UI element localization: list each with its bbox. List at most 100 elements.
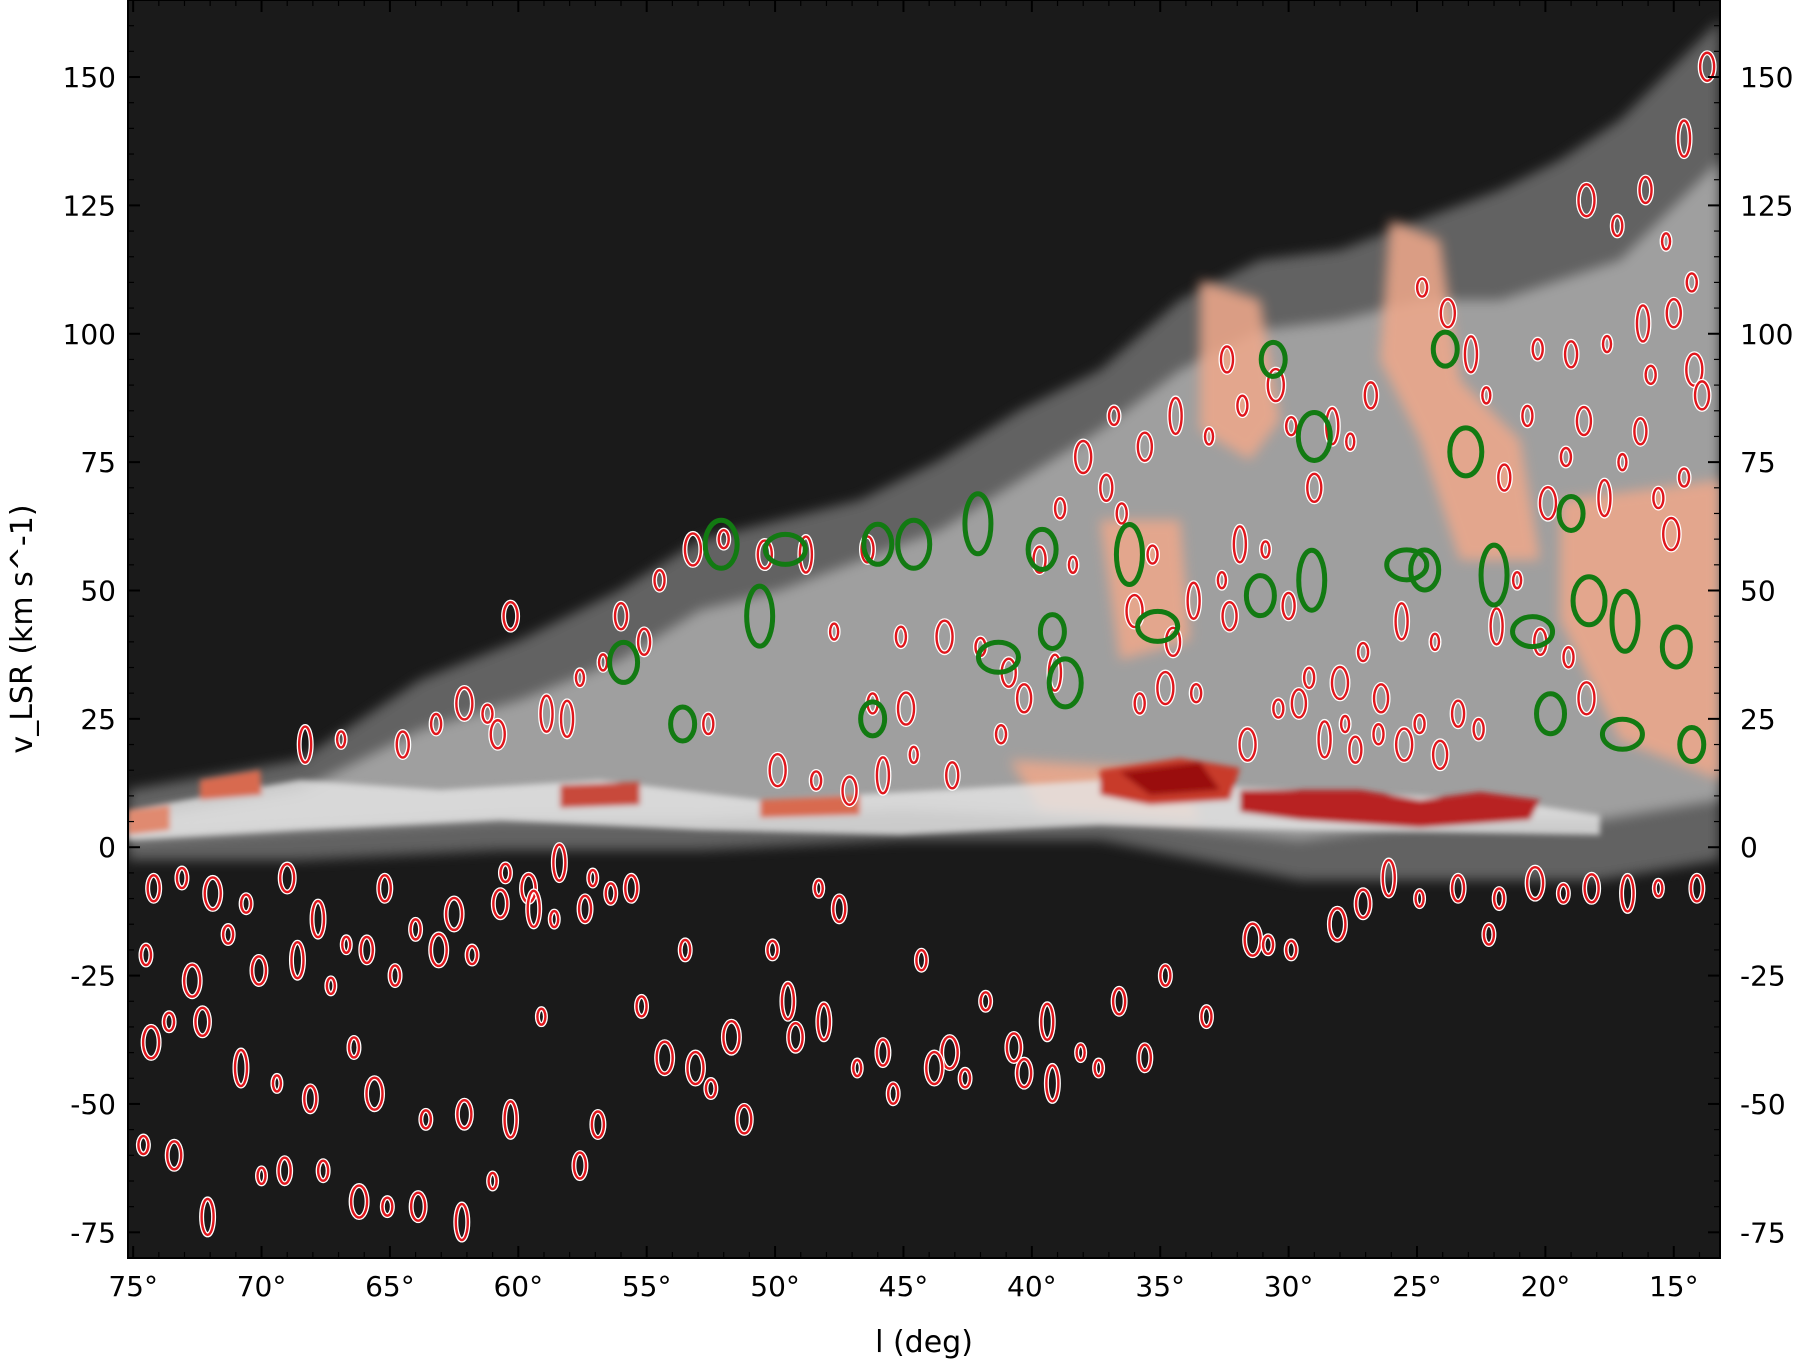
red-ellipse — [549, 909, 560, 929]
red-ellipse — [1381, 858, 1396, 898]
emission-envelope-bright — [128, 160, 1720, 840]
red-ellipse — [1284, 415, 1298, 437]
green-ellipse — [1447, 425, 1485, 479]
red-ellipse — [994, 724, 1008, 745]
red-ellipse — [359, 935, 374, 965]
red-ellipse — [809, 770, 823, 791]
red-ellipse — [655, 1040, 674, 1075]
red-ellipse — [233, 1048, 249, 1088]
red-ellipse — [590, 1110, 606, 1139]
red-ellipse — [1005, 1032, 1023, 1063]
red-ellipse — [1053, 497, 1067, 520]
red-ellipse — [574, 668, 586, 687]
red-ellipse — [1413, 713, 1426, 735]
red-ellipse — [1125, 593, 1144, 629]
red-ellipse — [487, 1171, 498, 1191]
red-ellipse — [1660, 232, 1672, 251]
red-ellipse — [1067, 555, 1079, 575]
red-ellipse — [456, 1099, 473, 1130]
red-ellipse — [875, 1038, 891, 1067]
red-ellipse — [1238, 727, 1257, 762]
red-ellipse — [686, 1050, 705, 1086]
emission-layer — [128, 20, 1720, 880]
red-ellipse — [1394, 727, 1414, 762]
green-ellipse — [702, 517, 740, 571]
red-ellipse — [945, 761, 960, 790]
red-ellipse — [1221, 600, 1238, 632]
x-tick-label: 25° — [1392, 1270, 1442, 1303]
red-ellipse — [1559, 446, 1573, 468]
red-ellipse — [958, 1068, 972, 1089]
green-ellipse — [1534, 691, 1568, 737]
red-ellipse — [1015, 683, 1033, 714]
green-ellipse — [1677, 725, 1707, 765]
red-ellipse — [465, 944, 479, 966]
red-ellipse — [635, 995, 648, 1018]
red-ellipse — [1186, 581, 1201, 620]
green-ellipse — [1243, 573, 1277, 619]
red-ellipse — [577, 894, 593, 924]
y-tick-label: 25 — [80, 703, 116, 736]
green-ellipse — [1430, 329, 1460, 369]
red-ellipse — [1216, 571, 1228, 590]
green-ellipse — [1478, 542, 1510, 608]
red-ellipse — [1415, 277, 1429, 298]
y-tick-label: 50 — [80, 574, 116, 607]
red-ellipse — [1328, 907, 1347, 942]
red-ellipse — [347, 1036, 361, 1059]
red-ellipse — [1168, 396, 1183, 436]
green-ellipse — [668, 704, 698, 744]
x-tick-label: 35° — [1135, 1270, 1185, 1303]
green-ellipse — [1295, 409, 1333, 463]
red-ellipse — [1497, 463, 1512, 492]
red-ellipse — [1115, 502, 1128, 525]
red-ellipse — [1481, 386, 1492, 405]
green-ellipse — [1659, 624, 1693, 670]
red-ellipse — [141, 1025, 161, 1060]
green-ellipse — [1113, 522, 1145, 588]
red-ellipse — [1689, 874, 1705, 903]
red-ellipse — [1472, 717, 1485, 741]
red-ellipse — [1429, 632, 1441, 652]
red-ellipse — [1693, 380, 1711, 411]
red-ellipse — [552, 843, 567, 882]
x-tick-label: 45° — [879, 1270, 929, 1303]
red-ellipse — [341, 935, 352, 954]
red-ellipse — [1189, 682, 1203, 704]
red-ellipse — [1372, 723, 1385, 746]
green-ellipse — [762, 531, 808, 567]
red-ellipse — [1562, 646, 1575, 669]
y-tick-label-right: -75 — [1740, 1216, 1786, 1249]
red-ellipse — [886, 1082, 900, 1105]
red-ellipse — [1439, 298, 1457, 329]
red-ellipse — [1597, 478, 1612, 518]
red-ellipse — [979, 991, 992, 1012]
red-ellipse — [653, 569, 666, 592]
red-ellipse — [388, 964, 402, 987]
red-ellipse — [203, 876, 222, 911]
x-tick-label: 50° — [750, 1270, 800, 1303]
red-ellipse — [162, 1011, 176, 1033]
green-ellipse — [1609, 588, 1641, 654]
red-ellipse — [279, 862, 296, 894]
ellipse-layer — [135, 50, 1717, 1243]
red-ellipse — [736, 1104, 753, 1135]
red-ellipse — [613, 601, 629, 631]
red-ellipse — [1236, 394, 1249, 417]
x-tick-label: 75° — [108, 1270, 158, 1303]
red-ellipse — [1492, 887, 1506, 910]
red-ellipse — [841, 775, 858, 806]
x-tick-label: 40° — [1007, 1270, 1057, 1303]
y-tick-label-right: 125 — [1740, 189, 1793, 222]
y-tick-label-right: 150 — [1740, 61, 1793, 94]
y-tick-label-right: -25 — [1740, 960, 1786, 993]
red-ellipse — [1653, 879, 1664, 898]
red-ellipse — [310, 899, 326, 939]
red-ellipse — [1638, 175, 1653, 205]
emission-ridge-gray — [128, 780, 1600, 840]
green-ellipse — [1296, 547, 1328, 613]
plot-frame — [127, 0, 1721, 1259]
y-tick-label-right: 100 — [1740, 318, 1793, 351]
red-ellipse — [454, 1202, 470, 1242]
emission-patch-d — [1100, 520, 1190, 660]
